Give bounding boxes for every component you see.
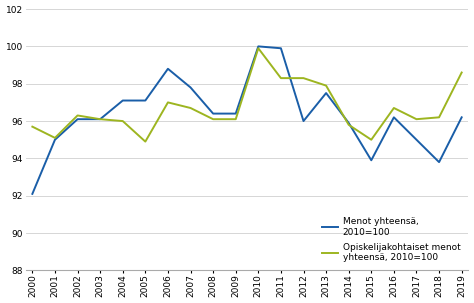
Opiskelijakohtaiset menot
yhteensä, 2010=100 — [75, 114, 81, 117]
Opiskelijakohtaiset menot
yhteensä, 2010=100 — [414, 117, 419, 121]
Menot yhteensä,
2010=100 — [120, 99, 126, 102]
Legend: Menot yhteensä,
2010=100, Opiskelijakohtaiset menot
yhteensä, 2010=100: Menot yhteensä, 2010=100, Opiskelijakoht… — [318, 214, 464, 266]
Opiskelijakohtaiset menot
yhteensä, 2010=100 — [459, 71, 465, 74]
Line: Opiskelijakohtaiset menot
yhteensä, 2010=100: Opiskelijakohtaiset menot yhteensä, 2010… — [32, 48, 462, 142]
Opiskelijakohtaiset menot
yhteensä, 2010=100 — [346, 123, 352, 127]
Opiskelijakohtaiset menot
yhteensä, 2010=100 — [255, 46, 261, 50]
Opiskelijakohtaiset menot
yhteensä, 2010=100 — [52, 136, 58, 140]
Menot yhteensä,
2010=100 — [97, 117, 103, 121]
Opiskelijakohtaiset menot
yhteensä, 2010=100 — [29, 125, 35, 128]
Menot yhteensä,
2010=100 — [436, 160, 442, 164]
Opiskelijakohtaiset menot
yhteensä, 2010=100 — [436, 115, 442, 119]
Opiskelijakohtaiset menot
yhteensä, 2010=100 — [233, 117, 238, 121]
Menot yhteensä,
2010=100 — [210, 112, 216, 115]
Opiskelijakohtaiset menot
yhteensä, 2010=100 — [97, 117, 103, 121]
Menot yhteensä,
2010=100 — [346, 121, 352, 125]
Opiskelijakohtaiset menot
yhteensä, 2010=100 — [188, 106, 193, 110]
Opiskelijakohtaiset menot
yhteensä, 2010=100 — [391, 106, 397, 110]
Menot yhteensä,
2010=100 — [391, 115, 397, 119]
Line: Menot yhteensä,
2010=100: Menot yhteensä, 2010=100 — [32, 46, 462, 194]
Menot yhteensä,
2010=100 — [323, 91, 329, 95]
Opiskelijakohtaiset menot
yhteensä, 2010=100 — [210, 117, 216, 121]
Menot yhteensä,
2010=100 — [165, 67, 171, 71]
Menot yhteensä,
2010=100 — [143, 99, 148, 102]
Menot yhteensä,
2010=100 — [368, 158, 374, 162]
Menot yhteensä,
2010=100 — [414, 138, 419, 142]
Menot yhteensä,
2010=100 — [75, 117, 81, 121]
Opiskelijakohtaiset menot
yhteensä, 2010=100 — [165, 101, 171, 104]
Menot yhteensä,
2010=100 — [255, 45, 261, 48]
Menot yhteensä,
2010=100 — [301, 119, 306, 123]
Opiskelijakohtaiset menot
yhteensä, 2010=100 — [143, 140, 148, 143]
Opiskelijakohtaiset menot
yhteensä, 2010=100 — [301, 76, 306, 80]
Menot yhteensä,
2010=100 — [188, 86, 193, 89]
Opiskelijakohtaiset menot
yhteensä, 2010=100 — [368, 138, 374, 142]
Menot yhteensä,
2010=100 — [29, 192, 35, 196]
Menot yhteensä,
2010=100 — [459, 115, 465, 119]
Opiskelijakohtaiset menot
yhteensä, 2010=100 — [278, 76, 284, 80]
Menot yhteensä,
2010=100 — [52, 138, 58, 142]
Menot yhteensä,
2010=100 — [278, 46, 284, 50]
Opiskelijakohtaiset menot
yhteensä, 2010=100 — [120, 119, 126, 123]
Opiskelijakohtaiset menot
yhteensä, 2010=100 — [323, 84, 329, 87]
Menot yhteensä,
2010=100 — [233, 112, 238, 115]
